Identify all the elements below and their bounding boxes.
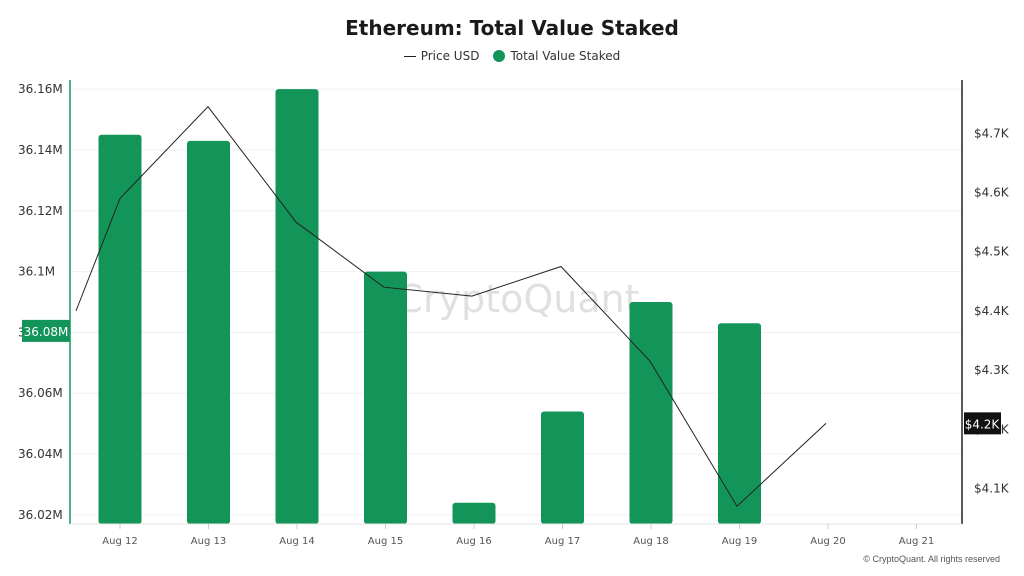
right-tick-label: $4.5K [974, 245, 1010, 259]
legend: Price USD Total Value Staked [0, 49, 1024, 63]
right-tick-label: $4.7K [974, 126, 1010, 140]
x-tick-label: Aug 13 [191, 536, 226, 547]
bar-aug-14[interactable] [275, 89, 319, 524]
left-tick-label: 36.06M [18, 386, 63, 400]
x-tick-label: Aug 15 [368, 536, 403, 547]
x-tick-label: Aug 20 [810, 536, 845, 547]
legend-item-price[interactable]: Price USD [403, 49, 480, 63]
legend-label-staked: Total Value Staked [510, 49, 621, 63]
right-tick-label: $4.6K [974, 185, 1010, 199]
left-tick-label: 36.1M [18, 265, 55, 279]
x-tick-label: Aug 19 [722, 536, 757, 547]
right-tick-label: $4.4K [974, 304, 1010, 318]
right-tick-label: $4.1K [974, 481, 1010, 495]
legend-item-staked[interactable]: Total Value Staked [493, 49, 620, 63]
copyright-text: © CryptoQuant. All rights reserved [863, 554, 1000, 564]
bar-aug-17[interactable] [541, 411, 584, 524]
legend-label-price: Price USD [420, 49, 480, 63]
left-tick-label: 36.14M [18, 143, 63, 157]
left-tick-label: 36.12M [18, 204, 63, 218]
right-highlight-badge [964, 412, 1001, 435]
left-tick-label: 36.04M [18, 447, 63, 461]
x-axis-ticks: Aug 12 Aug 13 Aug 14 Aug 15 Aug 16 Aug 17 Aug … [102, 524, 934, 547]
axis-highlight-labels: 36.08M $4.2K [22, 319, 1001, 435]
left-tick-label: 36.02M [18, 508, 63, 522]
left-highlight-label: 36.08M [24, 325, 69, 339]
legend-dot-marker [493, 50, 506, 62]
x-tick-label: Aug 12 [102, 536, 137, 547]
legend-line-marker [403, 55, 416, 57]
x-tick-label: Aug 18 [633, 536, 668, 547]
x-tick-label: Aug 16 [456, 536, 491, 547]
price-line-series [75, 105, 827, 508]
price-line[interactable] [75, 105, 827, 508]
right-axis-ticks: $4.7K$4.6K$4.5K$4.4K$4.3K$4.2K$4.1K [974, 126, 1010, 495]
x-tick-label: Aug 21 [899, 536, 934, 547]
left-tick-label: 36.16M [18, 82, 63, 96]
left-highlight-badge [22, 319, 70, 342]
x-tick-label: Aug 17 [545, 536, 580, 547]
right-highlight-label: $4.2K [965, 417, 1001, 431]
left-axis-ticks: 36.16M36.14M36.12M36.1M36.08M36.06M36.04… [18, 82, 63, 522]
bar-series [98, 89, 761, 525]
chart-title: Ethereum: Total Value Staked [345, 16, 679, 40]
watermark: CryptoQuant [396, 277, 639, 321]
right-tick-label: $4.3K [974, 363, 1010, 377]
bar-aug-18[interactable] [629, 302, 673, 524]
bar-aug-15[interactable] [364, 271, 407, 524]
bar-aug-13[interactable] [187, 140, 230, 525]
x-tick-label: Aug 14 [279, 536, 314, 547]
axes [69, 80, 963, 525]
bar-aug-19[interactable] [718, 323, 761, 524]
bar-aug-12[interactable] [98, 134, 142, 524]
bar-aug-16[interactable] [452, 502, 496, 524]
